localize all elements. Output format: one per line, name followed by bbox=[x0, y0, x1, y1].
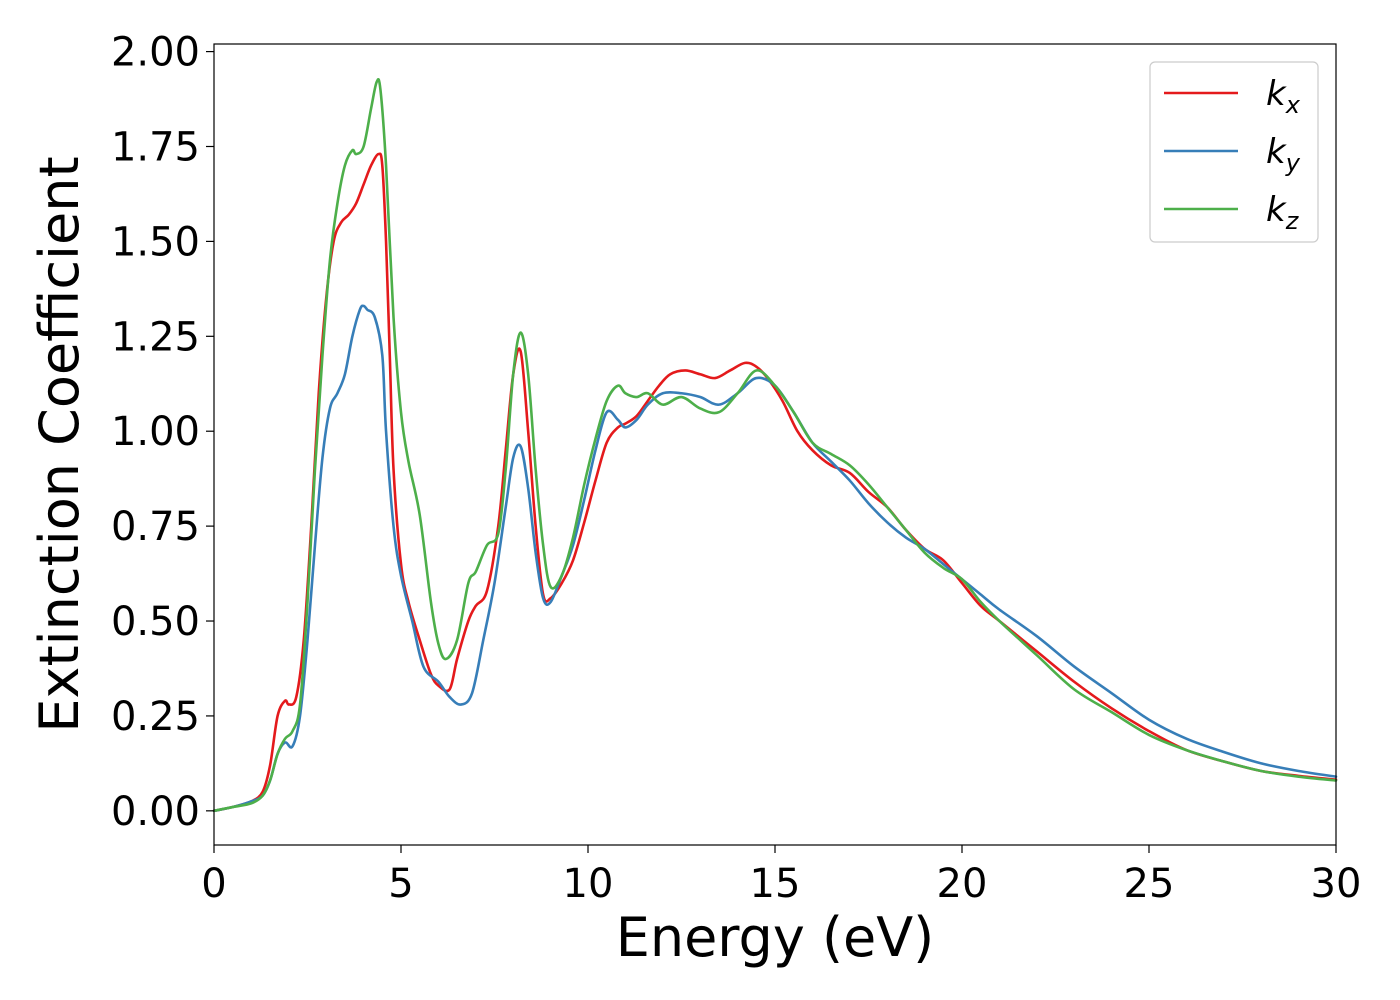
legend: kx ky kz bbox=[1149, 61, 1319, 243]
y-tick-label: 1.25 bbox=[111, 314, 200, 360]
legend-label-kx: kx bbox=[1266, 74, 1301, 119]
series-line-ky bbox=[212, 304, 1338, 813]
y-axis-label: Extinction Coefficient bbox=[28, 156, 91, 732]
legend-label-ky: ky bbox=[1266, 132, 1301, 177]
y-tick-label: 0.00 bbox=[111, 789, 200, 835]
x-tick-label: 15 bbox=[750, 861, 801, 907]
y-tick-label: 2.00 bbox=[111, 30, 200, 76]
y-tick-label: 0.75 bbox=[111, 504, 200, 550]
x-tick-label: 20 bbox=[937, 861, 988, 907]
x-tick-label: 5 bbox=[388, 861, 413, 907]
x-tick-label: 10 bbox=[563, 861, 614, 907]
x-tick-label: 30 bbox=[1311, 861, 1362, 907]
y-tick-label: 0.50 bbox=[111, 599, 200, 645]
series-line-kz bbox=[212, 78, 1338, 813]
x-tick-label: 0 bbox=[201, 861, 226, 907]
y-tick-label: 1.75 bbox=[111, 124, 200, 170]
x-tick-label: 25 bbox=[1124, 861, 1175, 907]
y-tick-label: 0.25 bbox=[111, 694, 200, 740]
x-axis: 0 5 10 15 20 25 30 bbox=[201, 845, 1361, 907]
y-tick-label: 1.00 bbox=[111, 409, 200, 455]
y-tick-label: 1.50 bbox=[111, 219, 200, 265]
legend-label-kz: kz bbox=[1266, 190, 1300, 235]
x-axis-label: Energy (eV) bbox=[616, 906, 935, 969]
y-axis: 0.00 0.25 0.50 0.75 1.00 1.25 1.50 1.75 2.00 bbox=[111, 30, 214, 835]
series-layer bbox=[212, 78, 1338, 813]
